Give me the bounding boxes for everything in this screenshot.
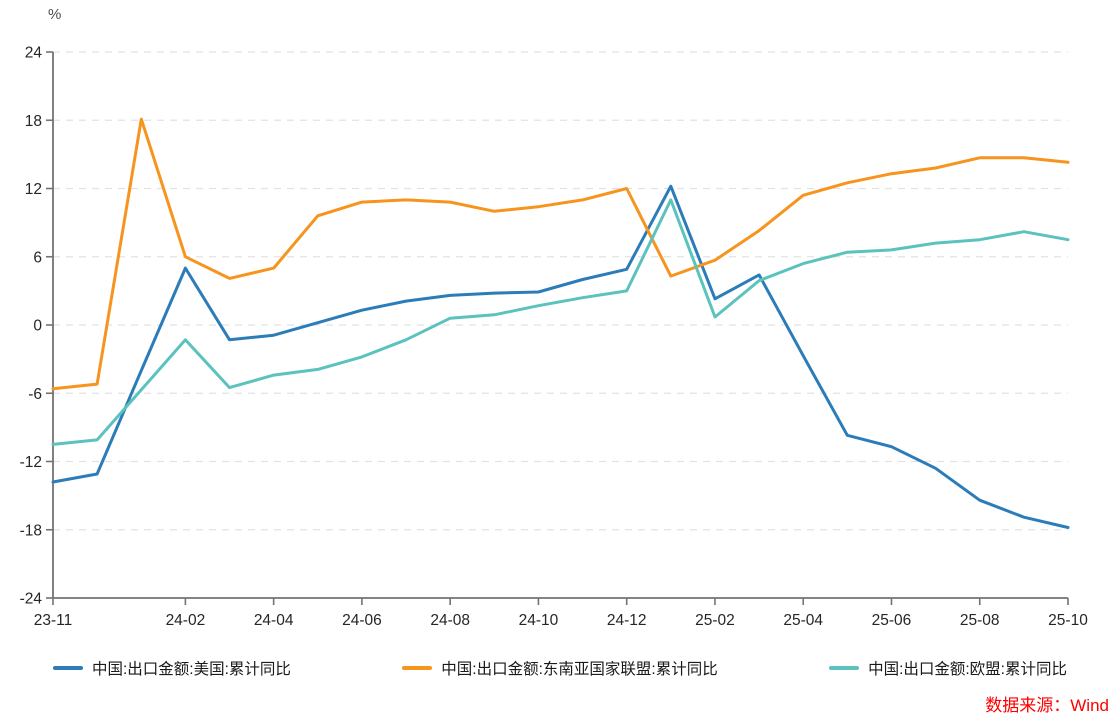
y-axis-tick-label: -12 <box>20 454 42 471</box>
x-axis-tick-label: 25-08 <box>960 612 1000 629</box>
chart-area: % 24 18 12 6 0 -6 -12 -18 -24 23-11 24-02 24-04 24-0… <box>20 6 1089 629</box>
legend-label-asean: 中国:出口金额:东南亚国家联盟:累计同比 <box>441 661 718 678</box>
x-axis-tick-label: 24-12 <box>607 612 647 629</box>
x-axis-tick-label: 24-04 <box>254 612 294 629</box>
x-axis-tick-label: 25-06 <box>872 612 912 629</box>
x-axis-tick-label: 25-02 <box>695 612 735 629</box>
legend-line-swatch-us <box>53 666 83 670</box>
series-line-eu <box>51 198 1070 446</box>
legend-label-eu: 中国:出口金额:欧盟:累计同比 <box>868 661 1067 678</box>
series-line-us <box>51 184 1070 529</box>
y-axis-tick-label: 0 <box>33 318 42 335</box>
x-axis-tick-label: 24-10 <box>519 612 559 629</box>
x-axis-tick-label: 23-11 <box>34 612 73 629</box>
y-axis-tick-label: -18 <box>20 522 42 539</box>
series-line-asean <box>51 117 1070 391</box>
x-axis-tick-label: 24-08 <box>430 612 470 629</box>
legend-item-asean[interactable]: 中国:出口金额:东南亚国家联盟:累计同比 <box>402 657 718 679</box>
y-axis-unit-label: % <box>48 6 61 23</box>
y-axis-tick-label: 24 <box>25 45 43 62</box>
y-axis-tick-label: 12 <box>25 181 42 198</box>
y-axis-tick-label: -6 <box>28 386 42 403</box>
x-axis-tick-label: 25-04 <box>783 612 823 629</box>
y-axis-tick-label: 6 <box>33 249 42 266</box>
legend-item-eu[interactable]: 中国:出口金额:欧盟:累计同比 <box>829 657 1067 679</box>
data-source-note: 数据来源：Wind <box>985 696 1109 715</box>
x-axis-tick-label: 25-10 <box>1048 612 1088 629</box>
legend: 中国:出口金额:美国:累计同比 中国:出口金额:东南亚国家联盟:累计同比 中国:… <box>53 657 1067 679</box>
legend-line-swatch-asean <box>402 666 433 670</box>
export-yoy-line-chart: % 24 18 12 6 0 -6 -12 -18 -24 23-11 24-02 24-04 24-0… <box>20 6 1089 629</box>
y-axis-tick-label: -24 <box>20 591 43 608</box>
legend-line-swatch-eu <box>829 666 860 670</box>
x-axis-tick-label: 24-06 <box>342 612 382 629</box>
y-axis-tick-label: 18 <box>25 113 42 130</box>
x-axis-tick-label: 24-02 <box>166 612 206 629</box>
legend-label-us: 中国:出口金额:美国:累计同比 <box>92 661 291 678</box>
legend-item-us[interactable]: 中国:出口金额:美国:累计同比 <box>53 657 291 679</box>
